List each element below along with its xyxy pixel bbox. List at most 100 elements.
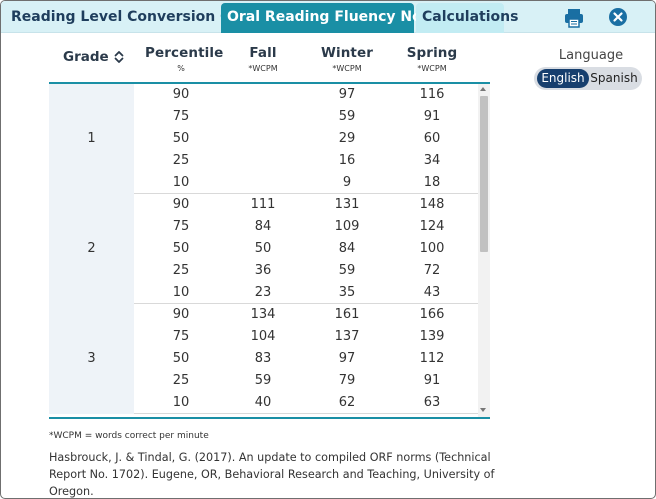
spring-cell: 60 <box>423 131 441 146</box>
fall-cell: 40 <box>254 395 272 410</box>
table-top-rule <box>49 82 490 84</box>
table-row: 10 40 62 63 <box>134 392 478 414</box>
grade-cell: 3 <box>49 304 134 414</box>
winter-header-unit: *WCPM <box>332 64 362 73</box>
winter-cell: 16 <box>338 153 356 168</box>
fall-cell: 83 <box>254 351 272 366</box>
scroll-up-arrow-icon[interactable] <box>480 87 486 91</box>
percentile-cell: 10 <box>172 395 190 410</box>
percentile-column-header: Percentile % <box>145 45 224 73</box>
spring-cell: 91 <box>423 109 441 124</box>
grade-column-header[interactable]: Grade <box>63 49 133 65</box>
table-bottom-rule <box>49 417 490 419</box>
tab-oral-reading-fluency-norms[interactable]: Oral Reading Fluency Norms <box>221 3 452 33</box>
percentile-cell: 75 <box>172 109 190 124</box>
fall-cell: 84 <box>254 219 272 234</box>
spring-header-unit: *WCPM <box>417 64 447 73</box>
percentile-header-label: Percentile <box>145 45 224 61</box>
fall-cell: 59 <box>254 373 272 388</box>
table-row: 90 97 116 <box>134 84 478 106</box>
fall-header-label: Fall <box>249 45 277 61</box>
table-row: 50 50 84 100 <box>134 238 478 260</box>
table-scrollbar[interactable] <box>478 84 490 417</box>
language-label: Language <box>558 48 624 63</box>
percentile-cell: 90 <box>172 307 190 322</box>
table-row: 25 36 59 72 <box>134 260 478 282</box>
spring-header-label: Spring <box>406 45 458 61</box>
print-icon[interactable] <box>563 7 585 29</box>
spring-cell: 72 <box>423 263 441 278</box>
winter-cell: 79 <box>338 373 356 388</box>
spring-cell: 91 <box>423 373 441 388</box>
citation-text: Hasbrouck, J. & Tindal, G. (2017). An up… <box>49 451 495 498</box>
grade-cell: 1 <box>49 84 134 194</box>
spring-cell: 124 <box>419 219 445 234</box>
table-row: 10 9 18 <box>134 172 478 194</box>
winter-cell: 59 <box>338 263 356 278</box>
fall-column-header: Fall *WCPM <box>229 45 297 73</box>
spring-cell: 112 <box>419 351 445 366</box>
table-row: 75 59 91 <box>134 106 478 128</box>
spring-cell: 166 <box>419 307 445 322</box>
scroll-down-arrow-icon[interactable] <box>480 408 486 412</box>
percentile-cell: 25 <box>172 373 190 388</box>
winter-cell: 35 <box>338 285 356 300</box>
grade-cell: 2 <box>49 194 134 304</box>
spring-cell: 43 <box>423 285 441 300</box>
table-row: 25 16 34 <box>134 150 478 172</box>
percentile-cell: 75 <box>172 329 190 344</box>
fall-cell: 134 <box>250 307 276 322</box>
scrollbar-thumb[interactable] <box>480 96 488 252</box>
winter-cell: 97 <box>338 87 356 102</box>
percentile-cell: 90 <box>172 197 190 212</box>
language-option-spanish[interactable]: Spanish <box>590 71 638 85</box>
spring-cell: 116 <box>419 87 445 102</box>
winter-cell: 62 <box>338 395 356 410</box>
sort-icon[interactable] <box>114 50 124 64</box>
table-row: 50 29 60 <box>134 128 478 150</box>
winter-cell: 29 <box>338 131 356 146</box>
tab-bar: Reading Level Conversion Guide Oral Read… <box>1 1 655 33</box>
table-row: 50 83 97 112 <box>134 348 478 370</box>
spring-cell: 139 <box>419 329 445 344</box>
percentile-cell: 25 <box>172 263 190 278</box>
winter-header-label: Winter <box>321 45 373 61</box>
fall-cell: 36 <box>254 263 272 278</box>
percentile-header-unit: % <box>177 64 185 73</box>
percentile-cell: 25 <box>172 153 190 168</box>
close-icon[interactable] <box>607 6 629 28</box>
fall-cell: 111 <box>250 197 276 212</box>
tab-calculations[interactable]: Calculations <box>416 3 518 33</box>
winter-cell: 97 <box>338 351 356 366</box>
grade-group-1: 1 90 97 116 75 59 91 50 29 60 25 <box>49 84 478 194</box>
fall-cell: 23 <box>254 285 272 300</box>
winter-cell: 161 <box>334 307 360 322</box>
winter-cell: 59 <box>338 109 356 124</box>
winter-cell: 131 <box>334 197 360 212</box>
spring-cell: 148 <box>419 197 445 212</box>
table-body[interactable]: 1 90 97 116 75 59 91 50 29 60 25 <box>49 84 478 417</box>
language-toggle: English Spanish <box>534 67 642 90</box>
table-header: Grade Percentile % Fall *WCPM Winter *WC… <box>49 41 490 83</box>
spring-cell: 18 <box>423 175 441 190</box>
spring-cell: 100 <box>419 241 445 256</box>
wcpm-footnote: *WCPM = words correct per minute <box>49 431 209 441</box>
winter-cell: 137 <box>334 329 360 344</box>
grade-group-3: 3 90 134 161 166 75 104 137 139 50 83 97… <box>49 304 478 414</box>
table-row: 75 104 137 139 <box>134 326 478 348</box>
table-row: 90 134 161 166 <box>134 304 478 326</box>
grade-header-label: Grade <box>63 49 109 65</box>
table-row: 25 59 79 91 <box>134 370 478 392</box>
percentile-cell: 10 <box>172 175 190 190</box>
winter-cell: 9 <box>342 175 352 190</box>
fall-cell: 50 <box>254 241 272 256</box>
winter-cell: 84 <box>338 241 356 256</box>
table-row: 75 84 109 124 <box>134 216 478 238</box>
table-row: 90 111 131 148 <box>134 194 478 216</box>
tab-reading-level-conversion-guide[interactable]: Reading Level Conversion Guide <box>11 9 266 25</box>
percentile-cell: 10 <box>172 285 190 300</box>
percentile-cell: 75 <box>172 219 190 234</box>
language-option-english[interactable]: English <box>537 69 589 88</box>
fall-cell: 104 <box>250 329 276 344</box>
